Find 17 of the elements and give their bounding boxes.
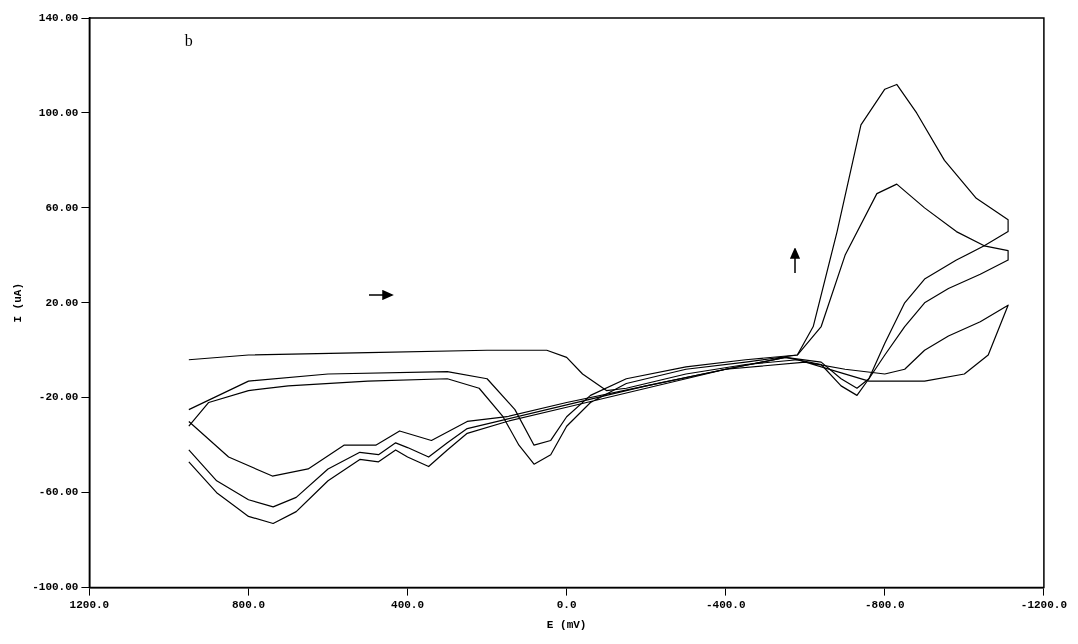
y-tick-label: -20.00 <box>38 391 79 404</box>
x-tick-label: -1200.0 <box>1020 598 1068 611</box>
y-tick-label: 100.00 <box>38 106 79 119</box>
y-tick-label: -100.00 <box>32 581 79 594</box>
y-tick-label: 140.00 <box>38 11 79 24</box>
y-tick-label: 60.00 <box>45 201 79 214</box>
x-tick-label: 1200.0 <box>69 598 110 611</box>
y-tick-label: -60.00 <box>38 486 79 499</box>
x-tick-label: -400.0 <box>705 598 746 611</box>
x-tick-label: 800.0 <box>231 598 265 611</box>
x-tick-label: 0.0 <box>556 598 577 611</box>
y-tick-label: 20.00 <box>45 296 79 309</box>
x-axis-title: E (mV) <box>546 619 587 632</box>
y-axis-title: I (uA) <box>12 283 25 323</box>
x-tick-label: -800.0 <box>865 598 905 611</box>
x-tick-label: 400.0 <box>391 598 425 611</box>
annotation: b <box>184 32 193 49</box>
